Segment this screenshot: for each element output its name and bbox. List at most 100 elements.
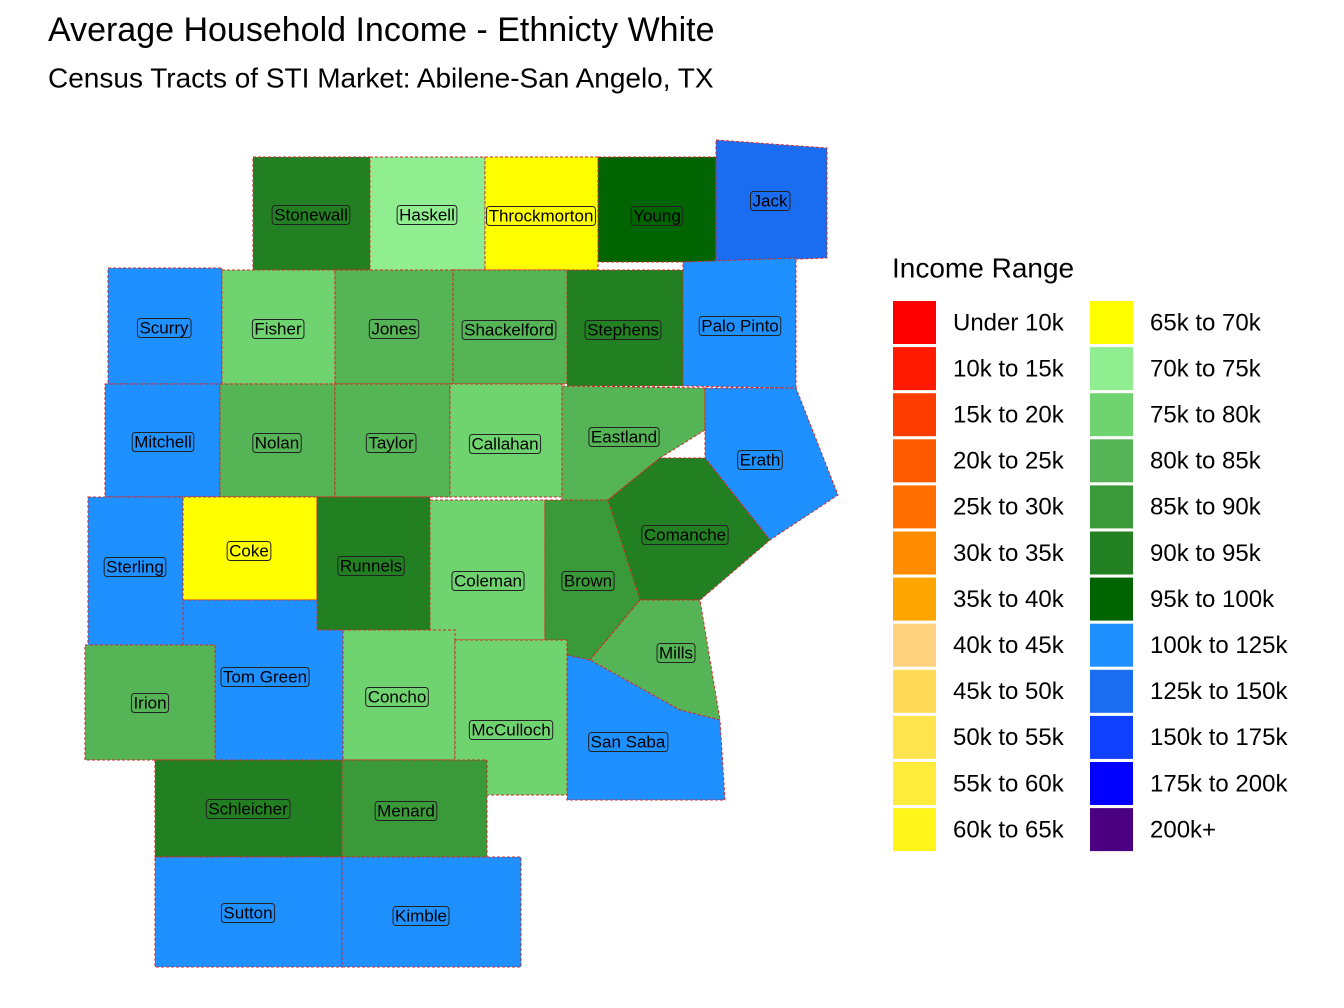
legend-label: 95k to 100k: [1150, 586, 1275, 613]
county-label-box: [220, 666, 310, 687]
legend-swatch: [1090, 301, 1133, 344]
county-label-box: [698, 315, 782, 336]
county-label-box: [226, 540, 272, 561]
county-label: Menard: [377, 801, 435, 820]
legend-swatch: [893, 485, 936, 529]
title: Average Household Income - Ethnicty Whit…: [48, 11, 715, 49]
county-label: Mitchell: [134, 432, 192, 451]
county-label-box: [205, 798, 291, 819]
legend-swatch: [893, 715, 936, 759]
legend-label: 40k to 45k: [953, 632, 1065, 659]
county-label-box: [271, 204, 351, 225]
county-shape: [429, 499, 546, 641]
legend-swatch: [1090, 439, 1133, 483]
county-label-box: [131, 431, 195, 452]
county-shape: [682, 257, 797, 389]
legend-title: Income Range: [892, 252, 1074, 283]
legend-label: 60k to 65k: [953, 816, 1065, 843]
legend-swatch: [893, 623, 936, 667]
legend-swatch: [1090, 393, 1133, 437]
legend-swatch: [1090, 715, 1133, 759]
legend-swatch: [893, 531, 936, 575]
county-shape: [715, 139, 828, 263]
legend-label: 150k to 175k: [1150, 724, 1288, 751]
legend-label: 15k to 20k: [953, 402, 1065, 429]
legend-swatch: [893, 347, 936, 391]
county-shape: [341, 856, 522, 968]
county-label: Callahan: [471, 434, 538, 453]
county-label: Schleicher: [208, 799, 288, 818]
county-label: Taylor: [368, 433, 414, 452]
county-label-box: [251, 318, 305, 339]
county-label: Palo Pinto: [701, 316, 779, 335]
county-label: Coke: [229, 541, 269, 560]
legend-label: 35k to 40k: [953, 586, 1065, 613]
county-shape: [566, 654, 726, 801]
legend-swatch: [1090, 485, 1133, 529]
legend-swatch: [893, 393, 936, 437]
legend-label: 70k to 75k: [1150, 355, 1262, 382]
county-label-box: [103, 556, 167, 577]
county-label: Young: [633, 206, 681, 225]
county-label: Erath: [740, 450, 781, 469]
legend-label: 175k to 200k: [1150, 770, 1288, 797]
county-label: Scurry: [139, 318, 189, 337]
county-label: Runnels: [340, 556, 402, 575]
legend-swatch: [1090, 669, 1133, 713]
county-label-box: [750, 190, 791, 211]
county-label: Sterling: [106, 557, 164, 576]
legend-swatch: [893, 577, 936, 621]
county-label-box: [656, 642, 696, 663]
county-label: Stephens: [587, 320, 659, 339]
legend-swatch: [1090, 762, 1133, 805]
county-label: Nolan: [255, 433, 299, 452]
county-label-box: [584, 319, 662, 340]
county-label-box: [630, 205, 684, 226]
legend-swatch: [1090, 577, 1133, 621]
county-label-box: [252, 432, 302, 453]
county-label-box: [588, 731, 669, 752]
subtitle: Census Tracts of STI Market: Abilene-San…: [48, 62, 714, 93]
county-label: Fisher: [254, 319, 302, 338]
county-label: Mills: [659, 643, 693, 662]
legend-swatch: [893, 808, 936, 852]
legend-label: 30k to 35k: [953, 540, 1065, 567]
county-label: Shackelford: [464, 320, 554, 339]
map-counties: Stonewall Haskell Throckmorton Young Jack Scu…: [84, 139, 839, 968]
legend-label: 85k to 90k: [1150, 494, 1262, 521]
county-label-box: [365, 686, 429, 707]
county-label: Concho: [368, 687, 427, 706]
county-label: McCulloch: [471, 720, 550, 739]
county-shape: [704, 387, 839, 541]
county-label: Kimble: [395, 906, 447, 925]
legend-label: 80k to 85k: [1150, 448, 1262, 475]
legend-label: 125k to 150k: [1150, 678, 1288, 705]
legend-label: 75k to 80k: [1150, 402, 1262, 429]
legend-label: 100k to 125k: [1150, 632, 1288, 659]
legend-swatch: [1090, 347, 1133, 391]
legend-label: 65k to 70k: [1150, 309, 1262, 336]
county-label: Stonewall: [274, 205, 348, 224]
county-label-box: [737, 449, 783, 470]
legend-swatch: [1090, 531, 1133, 575]
legend-swatch: [893, 762, 936, 805]
county-label: Brown: [564, 571, 612, 590]
county-label: Comanche: [644, 525, 726, 544]
legend-label: 45k to 50k: [953, 678, 1065, 705]
county-label: San Saba: [591, 732, 666, 751]
county-label: Haskell: [399, 205, 455, 224]
legend-label: 55k to 60k: [953, 770, 1065, 797]
county-label: Irion: [133, 693, 166, 712]
legend-label: 10k to 15k: [953, 355, 1065, 382]
county-label: Jack: [753, 191, 788, 210]
county-label: Jones: [371, 319, 416, 338]
county-label-box: [461, 319, 557, 340]
county-label-box: [136, 317, 192, 338]
legend-label: 200k+: [1150, 816, 1216, 843]
legend-swatch: [893, 669, 936, 713]
county-label-box: [561, 570, 615, 591]
county-label-box: [486, 205, 596, 226]
county-label: Coleman: [454, 571, 522, 590]
county-label: Sutton: [223, 903, 272, 922]
legend-swatch: [893, 301, 936, 344]
